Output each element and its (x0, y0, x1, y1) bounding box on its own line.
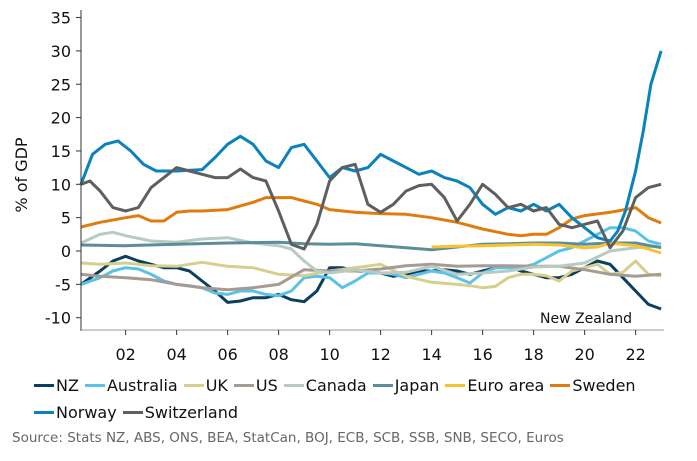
legend-item-uk: UK (183, 372, 228, 399)
legend-swatch (445, 384, 466, 387)
legend-label: Canada (305, 376, 367, 395)
x-tick-label: 22 (625, 345, 645, 364)
series-line-uk (80, 259, 662, 290)
legend-item-us: US (233, 372, 278, 399)
legend-swatch (372, 384, 393, 387)
series-line-japan (80, 240, 662, 252)
x-tick-label: 16 (472, 345, 492, 364)
series-line-norway (79, 50, 663, 243)
annotation-new-zealand: New Zealand (540, 311, 632, 327)
legend-swatch (183, 384, 204, 387)
legend-item-nz: NZ (34, 372, 79, 399)
legend-swatch (84, 384, 105, 387)
legend-label: NZ (56, 376, 79, 395)
x-tick-label: 04 (166, 345, 186, 364)
y-tick-label: 20 (51, 109, 71, 128)
legend: NZ Australia UK US Canada Japan Euro area Swede… (34, 372, 694, 426)
y-tick-label: 5 (61, 209, 71, 228)
y-tick-label: -10 (45, 309, 71, 328)
legend-item-norway: Norway (34, 399, 117, 426)
legend-label: Australia (106, 376, 178, 395)
x-tick-label: 02 (115, 345, 135, 364)
series-line-euro-area (431, 241, 662, 255)
legend-item-australia: Australia (84, 372, 178, 399)
legend-swatch (550, 384, 571, 387)
chart-area: -10 -5 0 5 10 15 20 25 30 35 02 04 06 08 10 12 14 16 18 20… (12, 9, 664, 364)
y-tick-label: 10 (51, 175, 71, 194)
legend-label: Switzerland (144, 403, 239, 422)
legend-label: US (255, 376, 278, 395)
series-line-switzerland (80, 162, 662, 251)
y-axis-label: % of GDP (12, 137, 31, 213)
legend-label: Norway (56, 403, 117, 422)
legend-swatch (283, 384, 304, 387)
legend-swatch (34, 411, 54, 414)
y-tick-label: -5 (55, 275, 71, 294)
legend-item-sweden: Sweden (550, 372, 636, 399)
legend-item-switzerland: Switzerland (122, 399, 239, 426)
series-line-australia (80, 226, 662, 298)
y-tick-label: 25 (51, 75, 71, 94)
y-tick-label: 0 (61, 242, 71, 261)
y-tick-label: 35 (51, 9, 71, 28)
legend-label: UK (205, 376, 228, 395)
series-line-sweden (80, 196, 662, 238)
legend-swatch (233, 384, 254, 387)
legend-item-euro-area: Euro area (445, 372, 544, 399)
plot-lines (79, 50, 663, 311)
x-tick-label: 08 (268, 345, 288, 364)
x-tick-label: 14 (421, 345, 441, 364)
y-ticks: -10 -5 0 5 10 15 20 25 30 35 (45, 9, 81, 328)
legend-label: Euro area (467, 376, 545, 395)
series-line-canada (80, 230, 662, 276)
legend-label: Sweden (572, 376, 636, 395)
x-tick-label: 20 (574, 345, 594, 364)
y-tick-label: 30 (51, 42, 71, 61)
x-ticks: 02 04 06 08 10 12 14 16 18 20 22 (115, 330, 646, 364)
source-note: Source: Stats NZ, ABS, ONS, BEA, StatCan… (12, 430, 564, 446)
legend-item-japan: Japan (372, 372, 440, 399)
x-tick-label: 10 (319, 345, 339, 364)
y-tick-label: 15 (51, 142, 71, 161)
legend-swatch (34, 384, 54, 387)
x-tick-label: 06 (217, 345, 237, 364)
legend-swatch (122, 411, 143, 414)
legend-item-canada: Canada (283, 372, 367, 399)
x-tick-label: 12 (370, 345, 390, 364)
legend-label: Japan (394, 376, 440, 395)
x-tick-label: 18 (523, 345, 543, 364)
